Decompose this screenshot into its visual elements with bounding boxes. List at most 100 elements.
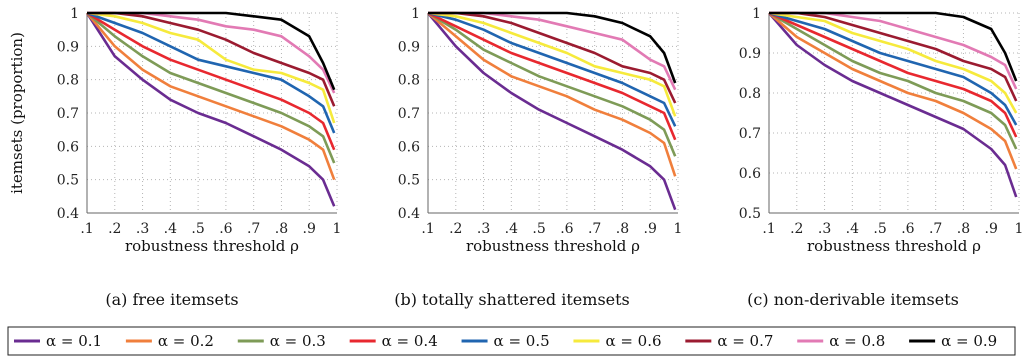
y-tick-label: 0.8 — [398, 73, 420, 89]
subfigure-caption: (a) free itemsets — [105, 290, 238, 309]
x-tick-label: .3 — [477, 221, 490, 237]
y-tick-label: 0.5 — [739, 206, 761, 222]
y-tick-label: 0.4 — [398, 206, 420, 222]
y-tick-label: 1 — [411, 6, 420, 22]
legend: α = 0.1 α = 0.2 α = 0.3 α = 0.4 α = 0.5 α = 0… — [7, 326, 1016, 356]
series-line-alpha-0.4 — [427, 11, 677, 141]
legend-label: α = 0.1 — [46, 332, 102, 350]
x-tick-label: .9 — [644, 221, 657, 237]
x-tick-label: .2 — [108, 221, 121, 237]
legend-item: α = 0.8 — [797, 332, 885, 350]
series-line-alpha-0.9 — [769, 11, 1018, 82]
series-line-alpha-0.8 — [428, 11, 677, 91]
x-tick-label: .2 — [790, 221, 803, 237]
x-tick-label: .5 — [532, 221, 545, 237]
x-tick-label: .5 — [873, 221, 886, 237]
series-line-alpha-0.6 — [86, 11, 336, 124]
series-line-alpha-0.1 — [768, 12, 1018, 198]
series-line-alpha-0.2 — [86, 12, 336, 181]
x-tick-label: .1 — [421, 221, 434, 237]
series-line-alpha-0.2 — [768, 12, 1018, 170]
x-tick-label: .4 — [505, 221, 518, 237]
legend-box — [7, 326, 1016, 356]
x-tick-label: .4 — [846, 221, 859, 237]
chart-panel-2: 0.4 0.5 0.6 0.7 0.8 0.9 1 .1 .2 .3 .4 .5 .6 .7 .8 .9 1 ro… — [394, 6, 682, 309]
y-tick-label: 1 — [70, 6, 79, 22]
y-tick-label: 0.9 — [739, 46, 761, 62]
x-tick-label: .6 — [560, 221, 573, 237]
series-line-alpha-0.6 — [768, 11, 1018, 114]
x-tick-label: .1 — [80, 221, 93, 237]
legend-label: α = 0.3 — [270, 332, 326, 350]
panels: 0.4 0.5 0.6 0.7 0.8 0.9 1 .1 .2 .3 .4 .5 .6 .7 .8 .9 1 ro… — [8, 6, 1022, 309]
x-tick-label: .8 — [957, 221, 970, 237]
legend-item: α = 0.5 — [461, 332, 550, 350]
x-tick-label: .9 — [303, 221, 316, 237]
chart-panel-3: 0.5 0.6 0.7 0.8 0.9 1 .1 .2 .3 .4 .5 .6 .7 .8 .9 1 robus… — [739, 6, 1022, 309]
y-tick-label: 0.7 — [398, 106, 420, 122]
x-tick-label: 1 — [333, 221, 342, 237]
legend-label: α = 0.8 — [829, 332, 885, 350]
y-axis-label: itemsets (proportion) — [8, 32, 26, 194]
legend-item: α = 0.7 — [685, 332, 773, 350]
series-line-alpha-0.5 — [427, 11, 677, 127]
legend-item: α = 0.2 — [125, 332, 214, 350]
x-axis-label: robustness threshold ρ — [807, 237, 981, 255]
legend-item: α = 0.9 — [909, 332, 997, 350]
y-tick-label: 1 — [752, 6, 761, 22]
legend-item: α = 0.1 — [14, 332, 102, 350]
legend-item: α = 0.4 — [349, 332, 438, 350]
legend-item: α = 0.3 — [237, 332, 326, 350]
x-tick-label: .2 — [449, 221, 462, 237]
x-tick-label: .3 — [818, 221, 831, 237]
y-tick-label: 0.9 — [398, 39, 420, 55]
legend-label: α = 0.5 — [494, 332, 550, 350]
x-tick-label: .1 — [762, 221, 775, 237]
series-line-alpha-0.1 — [85, 12, 336, 207]
series-line-alpha-0.1 — [427, 12, 677, 211]
series-line-alpha-0.3 — [427, 11, 677, 157]
series-line-alpha-0.4 — [768, 11, 1018, 138]
x-tick-label: .6 — [901, 221, 914, 237]
x-tick-label: .3 — [136, 221, 149, 237]
x-axis-label: robustness threshold ρ — [125, 237, 299, 255]
y-tick-label: 0.5 — [57, 173, 79, 189]
legend-label: α = 0.9 — [941, 332, 997, 350]
x-axis-label: robustness threshold ρ — [466, 237, 640, 255]
series-line-alpha-0.3 — [86, 12, 336, 164]
series-line-alpha-0.2 — [427, 12, 677, 177]
y-tick-label: 0.6 — [398, 139, 420, 155]
y-tick-label: 0.7 — [57, 106, 79, 122]
y-tick-label: 0.6 — [57, 139, 79, 155]
x-tick-label: .5 — [191, 221, 204, 237]
x-tick-label: .9 — [985, 221, 998, 237]
x-tick-label: .8 — [616, 221, 629, 237]
chart-panel-1: 0.4 0.5 0.6 0.7 0.8 0.9 1 .1 .2 .3 .4 .5 .6 .7 .8 .9 1 ro… — [8, 6, 341, 309]
x-tick-label: .7 — [588, 221, 601, 237]
series-line-alpha-0.9 — [87, 11, 336, 91]
x-tick-label: .6 — [219, 221, 232, 237]
x-tick-label: .7 — [247, 221, 260, 237]
x-tick-label: .4 — [164, 221, 177, 237]
series-line-alpha-0.9 — [428, 11, 677, 84]
y-tick-label: 0.8 — [57, 73, 79, 89]
x-tick-label: 1 — [1015, 221, 1022, 237]
y-tick-label: 0.7 — [739, 126, 761, 142]
series-line-alpha-0.5 — [768, 11, 1018, 126]
y-tick-label: 0.9 — [57, 39, 79, 55]
x-tick-label: .8 — [275, 221, 288, 237]
legend-label: α = 0.4 — [382, 332, 438, 350]
legend-label: α = 0.6 — [605, 332, 661, 350]
subfigure-caption: (c) non-derivable itemsets — [747, 290, 959, 309]
series-line-alpha-0.5 — [86, 11, 336, 134]
series-line-alpha-0.7 — [87, 11, 336, 107]
y-tick-label: 0.4 — [57, 206, 79, 222]
legend-label: α = 0.7 — [717, 332, 773, 350]
series-line-alpha-0.7 — [428, 11, 677, 104]
series-line-alpha-0.7 — [769, 11, 1018, 102]
legend-item: α = 0.6 — [573, 332, 662, 350]
y-tick-label: 0.8 — [739, 86, 761, 102]
legend-label: α = 0.2 — [158, 332, 214, 350]
y-tick-label: 0.6 — [739, 166, 761, 182]
